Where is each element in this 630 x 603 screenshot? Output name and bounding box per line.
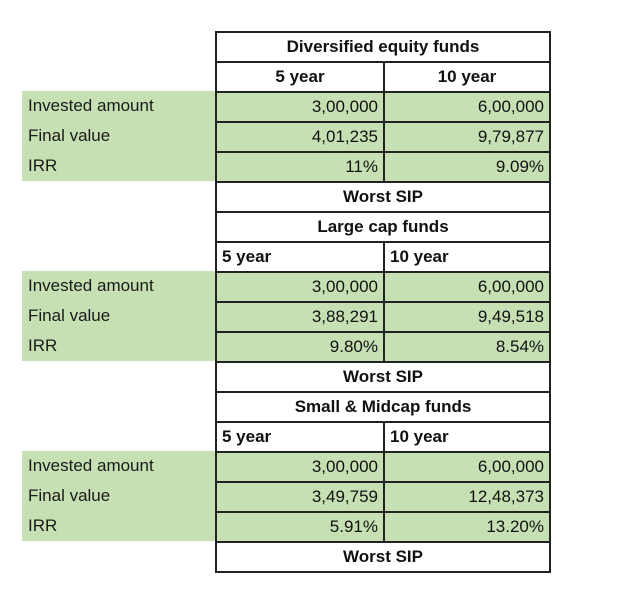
label-invested-amount: Invested amount xyxy=(28,96,154,115)
label-irr: IRR xyxy=(28,336,58,355)
invested-5y: 3,00,000 xyxy=(215,91,385,123)
table-row: 3,00,000 6,00,000 xyxy=(215,91,552,123)
invested-10y: 6,00,000 xyxy=(382,91,552,123)
final-5y: 3,49,759 xyxy=(215,481,385,513)
table-row: 3,00,000 6,00,000 xyxy=(215,271,552,303)
irr-10y: 8.54% xyxy=(382,331,552,363)
table-row: 4,01,235 9,79,877 xyxy=(215,121,552,153)
invested-5y: 3,00,000 xyxy=(215,451,385,483)
header-5-year: 5 year xyxy=(215,61,385,93)
label-fill-section-1 xyxy=(22,91,215,181)
sip-returns-table: Diversified equity funds 5 year 10 year … xyxy=(214,31,552,573)
worst-sip-label: Worst SIP xyxy=(214,361,552,393)
header-10-year: 10 year xyxy=(382,241,552,273)
table-row: 3,88,291 9,49,518 xyxy=(215,301,552,333)
final-5y: 3,88,291 xyxy=(215,301,385,333)
header-10-year: 10 year xyxy=(382,61,552,93)
final-10y: 9,79,877 xyxy=(382,121,552,153)
footer-row: Worst SIP xyxy=(214,541,552,573)
section-title-small-midcap: Small & Midcap funds xyxy=(214,391,552,423)
invested-10y: 6,00,000 xyxy=(382,271,552,303)
label-invested-amount: Invested amount xyxy=(28,276,154,295)
section-title-large-cap: Large cap funds xyxy=(214,211,552,243)
worst-sip-label: Worst SIP xyxy=(214,181,552,213)
label-fill-section-3 xyxy=(22,451,215,541)
section-title-row: Large cap funds xyxy=(214,211,552,243)
label-final-value: Final value xyxy=(28,306,111,325)
header-10-year: 10 year xyxy=(382,421,552,453)
final-10y: 12,48,373 xyxy=(382,481,552,513)
label-final-value: Final value xyxy=(28,126,111,145)
irr-5y: 11% xyxy=(215,151,385,183)
label-invested-amount: Invested amount xyxy=(28,456,154,475)
label-irr: IRR xyxy=(28,156,58,175)
header-5-year: 5 year xyxy=(215,241,385,273)
period-header-row: 5 year 10 year xyxy=(215,61,552,93)
row-labels-section-3: Invested amount Final value IRR xyxy=(22,451,215,541)
worst-sip-label: Worst SIP xyxy=(214,541,552,573)
row-labels-section-1: Invested amount Final value IRR xyxy=(22,91,215,181)
table-row: 11% 9.09% xyxy=(215,151,552,183)
table-row: 5.91% 13.20% xyxy=(215,511,552,543)
period-header-row: 5 year 10 year xyxy=(215,241,552,273)
footer-row: Worst SIP xyxy=(214,361,552,393)
footer-row: Worst SIP xyxy=(214,181,552,213)
table-row: 3,00,000 6,00,000 xyxy=(215,451,552,483)
section-title-row: Diversified equity funds xyxy=(214,31,552,63)
header-5-year: 5 year xyxy=(215,421,385,453)
irr-5y: 9.80% xyxy=(215,331,385,363)
irr-5y: 5.91% xyxy=(215,511,385,543)
table-row: 3,49,759 12,48,373 xyxy=(215,481,552,513)
row-labels-section-2: Invested amount Final value IRR xyxy=(22,271,215,361)
table-row: 9.80% 8.54% xyxy=(215,331,552,363)
final-5y: 4,01,235 xyxy=(215,121,385,153)
invested-10y: 6,00,000 xyxy=(382,451,552,483)
label-irr: IRR xyxy=(28,516,58,535)
section-title-row: Small & Midcap funds xyxy=(214,391,552,423)
irr-10y: 9.09% xyxy=(382,151,552,183)
label-final-value: Final value xyxy=(28,486,111,505)
period-header-row: 5 year 10 year xyxy=(215,421,552,453)
label-fill-section-2 xyxy=(22,271,215,361)
invested-5y: 3,00,000 xyxy=(215,271,385,303)
section-title-diversified: Diversified equity funds xyxy=(214,31,552,63)
irr-10y: 13.20% xyxy=(382,511,552,543)
final-10y: 9,49,518 xyxy=(382,301,552,333)
